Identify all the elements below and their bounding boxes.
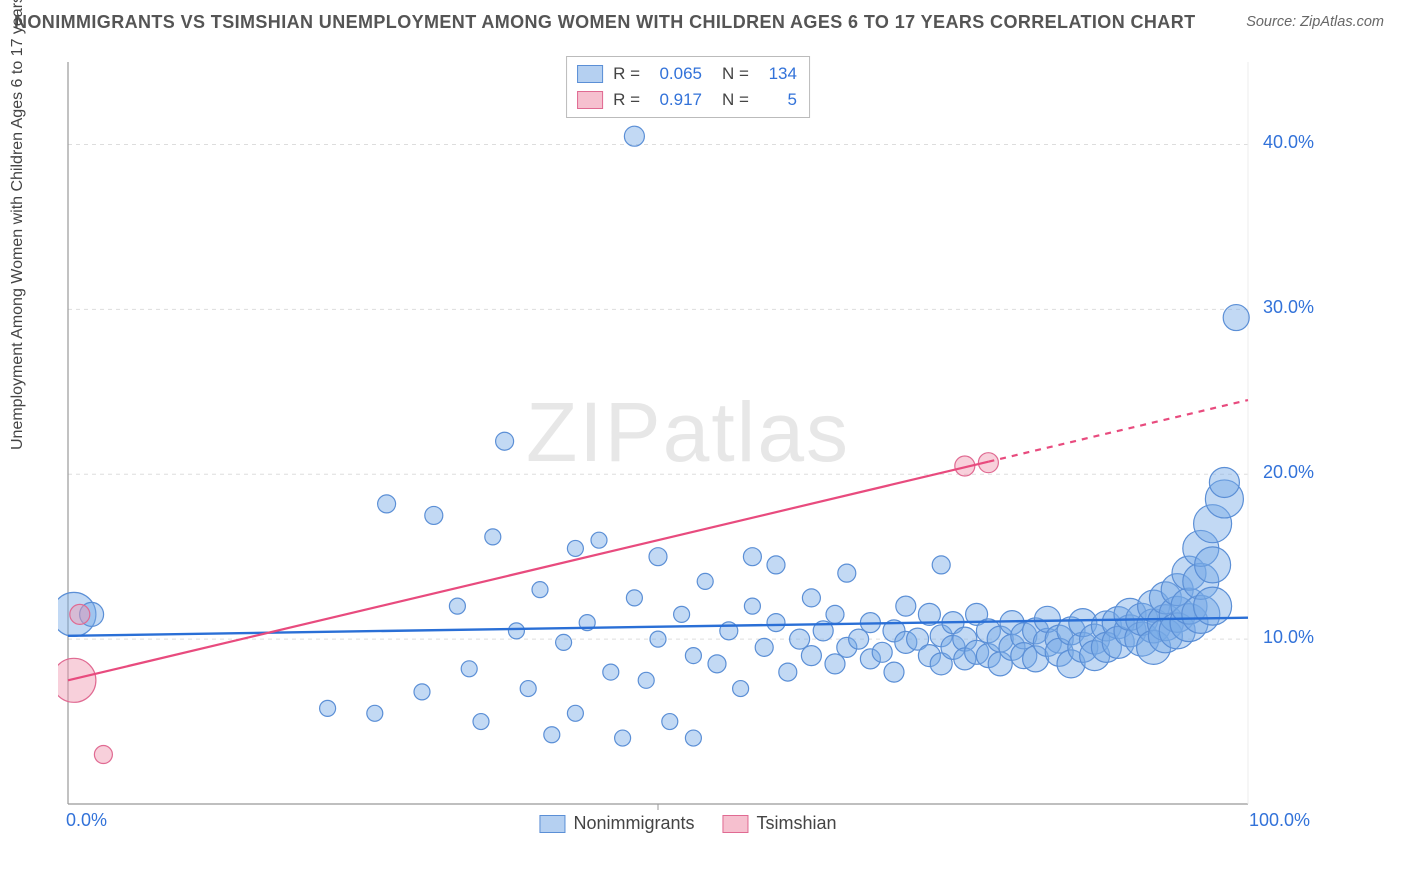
legend-swatch-nonimmigrants <box>577 65 603 83</box>
r-label: R = <box>613 64 640 84</box>
correlation-legend: R = 0.065 N = 134 R = 0.917 N = 5 <box>566 56 810 118</box>
plot-area: ZIPatlas R = 0.065 N = 134 R = 0.917 N =… <box>58 52 1318 832</box>
y-axis-label: Unemployment Among Women with Children A… <box>9 0 27 450</box>
x-tick-label: 100.0% <box>1249 810 1310 831</box>
y-tick-label: 20.0% <box>1263 462 1314 483</box>
r-label: R = <box>613 90 640 110</box>
legend-label: Tsimshian <box>757 813 837 834</box>
y-tick-label: 40.0% <box>1263 132 1314 153</box>
chart-svg <box>58 52 1318 832</box>
legend-swatch-tsimshian <box>577 91 603 109</box>
source-attribution: Source: ZipAtlas.com <box>1246 14 1384 30</box>
r-value: 0.065 <box>650 64 702 84</box>
legend-item-tsimshian: Tsimshian <box>723 813 837 834</box>
y-tick-label: 10.0% <box>1263 627 1314 648</box>
chart-title: NONIMMIGRANTS VS TSIMSHIAN UNEMPLOYMENT … <box>14 12 1196 33</box>
x-tick-label: 0.0% <box>66 810 107 831</box>
n-label: N = <box>722 90 749 110</box>
legend-label: Nonimmigrants <box>573 813 694 834</box>
legend-item-nonimmigrants: Nonimmigrants <box>539 813 694 834</box>
n-value: 5 <box>759 90 797 110</box>
legend-row-tsimshian: R = 0.917 N = 5 <box>577 87 797 113</box>
legend-row-nonimmigrants: R = 0.065 N = 134 <box>577 61 797 87</box>
n-value: 134 <box>759 64 797 84</box>
legend-swatch-tsimshian <box>723 815 749 833</box>
r-value: 0.917 <box>650 90 702 110</box>
n-label: N = <box>722 64 749 84</box>
y-tick-label: 30.0% <box>1263 297 1314 318</box>
series-legend: Nonimmigrants Tsimshian <box>539 813 836 834</box>
legend-swatch-nonimmigrants <box>539 815 565 833</box>
chart-container: NONIMMIGRANTS VS TSIMSHIAN UNEMPLOYMENT … <box>0 0 1406 892</box>
